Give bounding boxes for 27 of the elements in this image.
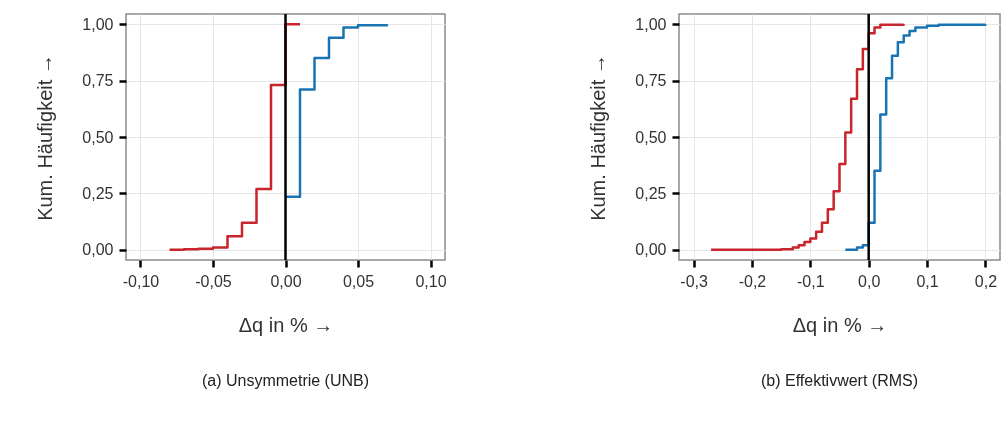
x-tick-label: -0,05 [195, 272, 232, 290]
x-tick-label: -0,2 [738, 272, 767, 290]
y-tick-label: 0,00 [635, 241, 667, 259]
y-tick-label: 0,25 [82, 184, 114, 202]
y-tick-label: 0,00 [82, 241, 114, 259]
y-axis-title: Kum. Häufigkeit → [587, 54, 610, 221]
y-tick-label: 1,00 [635, 15, 667, 33]
y-tick-label: 0,75 [82, 72, 114, 90]
x-tick-label: 0,10 [415, 272, 447, 290]
y-tick-label: 0,75 [635, 72, 667, 90]
x-tick-label: -0,3 [680, 272, 708, 290]
y-tick-label: 0,25 [635, 184, 667, 202]
y-tick-label: 0,50 [82, 128, 114, 146]
x-tick-label: -0,1 [797, 272, 825, 290]
text: (a) Unsymmetrie (UNB) [201, 372, 370, 389]
x-tick-label: 0,0 [858, 272, 881, 290]
x-tick-label: 0,00 [270, 272, 302, 290]
text: (b) Effektivwert (RMS) [760, 372, 919, 389]
x-axis-title: Δq in % → [792, 313, 888, 336]
y-tick-label: 1,00 [82, 15, 114, 33]
x-tick-label: 0,1 [916, 272, 939, 290]
x-axis-title: Δq in % → [238, 313, 334, 336]
y-tick-label: 0,50 [635, 128, 667, 146]
x-tick-label: 0,05 [342, 272, 375, 290]
y-axis-title: Kum. Häufigkeit → [34, 54, 57, 221]
x-tick-label: -0,10 [122, 272, 160, 290]
x-tick-label: 0,2 [974, 272, 998, 290]
